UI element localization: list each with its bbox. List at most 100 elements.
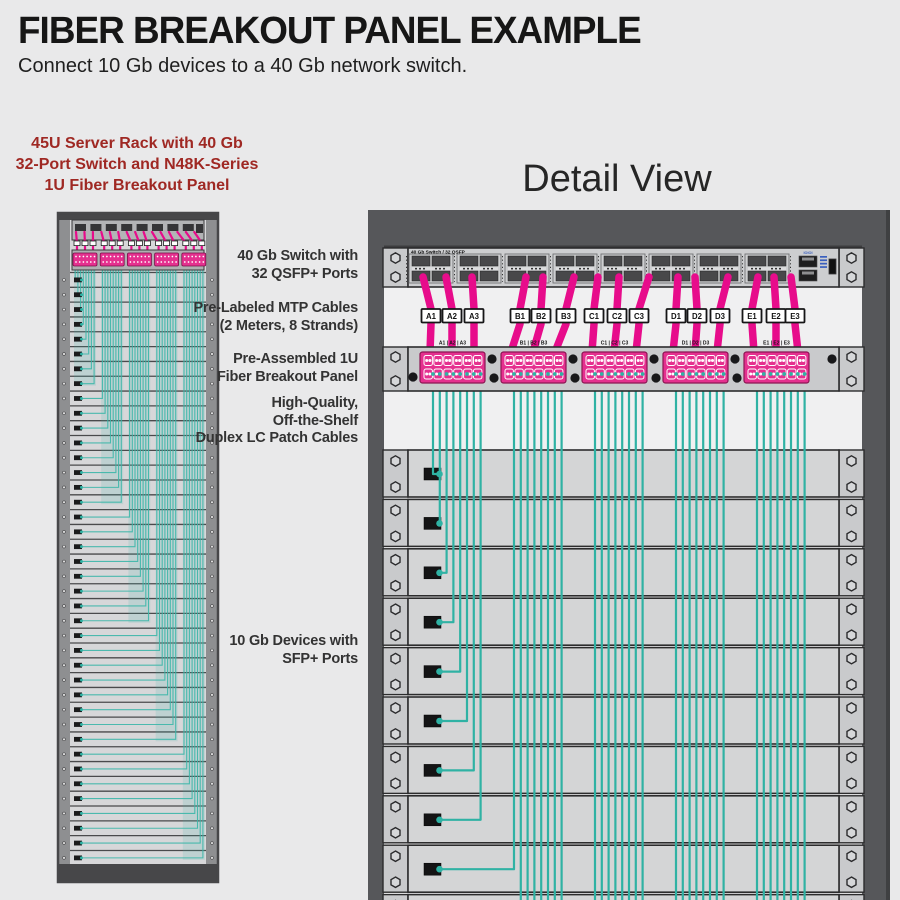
hex-screw xyxy=(846,800,857,813)
hex-screw xyxy=(846,270,857,284)
mtp-cable-label xyxy=(530,308,552,324)
lc-connector xyxy=(620,372,625,376)
hex-screw xyxy=(846,876,857,889)
lc-connector xyxy=(436,668,443,675)
sfp-port xyxy=(74,351,82,357)
lc-connector xyxy=(613,372,618,376)
lc-patch-cable xyxy=(83,270,92,370)
lc-port xyxy=(89,255,92,258)
mtp-cable-label xyxy=(709,308,731,324)
lc-patch-cable xyxy=(83,270,190,785)
hex-screw xyxy=(390,629,401,642)
lc-patch-cable xyxy=(83,270,120,488)
sfp-port xyxy=(74,692,82,698)
lc-patch-cable xyxy=(83,270,163,666)
rail-screw xyxy=(210,693,214,697)
lc-port xyxy=(86,255,88,258)
sfp-port xyxy=(74,410,82,416)
lc-connector xyxy=(687,372,692,376)
lc-port xyxy=(195,255,197,258)
lc-patch-cable xyxy=(441,391,455,624)
sfp-port xyxy=(74,855,82,861)
lc-patch-cable xyxy=(83,270,185,755)
lc-connector xyxy=(80,278,83,282)
rail-screw xyxy=(210,811,214,816)
lc-connector xyxy=(701,372,706,376)
lc-patch-cable xyxy=(83,270,169,696)
rail-screw xyxy=(62,441,66,445)
lc-port xyxy=(202,261,205,263)
svg-text:B1 | B2 | B3: B1 | B2 | B3 xyxy=(520,341,548,347)
lc-port xyxy=(187,255,190,258)
panel-screw xyxy=(489,373,499,383)
lc-port xyxy=(106,255,108,258)
server-face xyxy=(407,597,840,647)
sfp-port xyxy=(74,440,82,446)
lc-duplex-port xyxy=(625,355,635,366)
sfp-port xyxy=(74,381,82,387)
lc-patch-cable xyxy=(83,270,174,726)
rail-screw xyxy=(210,515,214,519)
sfp-port xyxy=(74,811,82,816)
lc-duplex-port xyxy=(757,355,767,366)
qsfp-port xyxy=(651,270,671,282)
svg-text:B3: B3 xyxy=(561,312,572,321)
lc-connector xyxy=(80,471,83,475)
lc-port xyxy=(160,255,163,258)
lc-connector xyxy=(80,634,83,638)
lc-patch-cable xyxy=(83,270,117,474)
sfp-port xyxy=(74,751,82,757)
qsfp-port xyxy=(651,255,671,267)
lc-patch-cable xyxy=(83,270,133,533)
lc-connector xyxy=(80,648,83,652)
rail-screw xyxy=(210,737,214,742)
lc-port xyxy=(202,255,205,258)
qsfp-port xyxy=(431,270,451,282)
rack-ear xyxy=(838,893,865,900)
mtp-cable-label xyxy=(190,240,198,246)
mtp-cable-label xyxy=(108,240,116,246)
sfp-port xyxy=(74,499,82,505)
lc-connector xyxy=(431,372,435,376)
mtp-cable-label xyxy=(81,240,89,246)
lc-patch-cable xyxy=(83,270,199,829)
lc-port xyxy=(183,261,186,263)
hex-screw xyxy=(390,504,401,517)
lc-port xyxy=(93,255,96,258)
lc-connector xyxy=(80,441,83,445)
sfp-port xyxy=(74,707,82,713)
hex-screw xyxy=(846,701,857,715)
lc-connector xyxy=(478,372,483,376)
lc-port xyxy=(171,255,174,258)
lc-connector xyxy=(80,856,83,860)
lc-connector xyxy=(539,372,544,376)
sfp-port xyxy=(74,825,82,831)
lc-connector xyxy=(80,545,83,549)
hex-screw xyxy=(846,826,857,839)
rail-screw xyxy=(62,352,66,356)
rail-screw xyxy=(210,559,214,564)
svg-text:E1 | E2 | E3: E1 | E2 | E3 xyxy=(763,341,790,347)
qsfp-port xyxy=(719,255,739,267)
lc-connector xyxy=(436,717,443,725)
lc-duplex-port xyxy=(463,355,473,366)
qsfp-port xyxy=(479,270,499,282)
lc-duplex-port xyxy=(595,355,605,366)
rail-screw xyxy=(62,544,66,549)
sfp-port xyxy=(74,633,82,638)
sfp-port xyxy=(74,292,82,298)
rail-screw xyxy=(62,811,66,816)
sfp-port xyxy=(74,840,82,846)
sfp-port xyxy=(74,396,82,401)
svg-text:A3: A3 xyxy=(469,312,480,321)
sfp-port xyxy=(74,736,82,742)
lc-duplex-port xyxy=(686,355,696,366)
svg-text:A2: A2 xyxy=(447,312,458,321)
lc-port xyxy=(82,261,85,263)
lc-port xyxy=(89,261,92,263)
rail-screw xyxy=(210,856,214,860)
qsfp-port xyxy=(479,255,499,267)
lc-port xyxy=(156,261,159,263)
